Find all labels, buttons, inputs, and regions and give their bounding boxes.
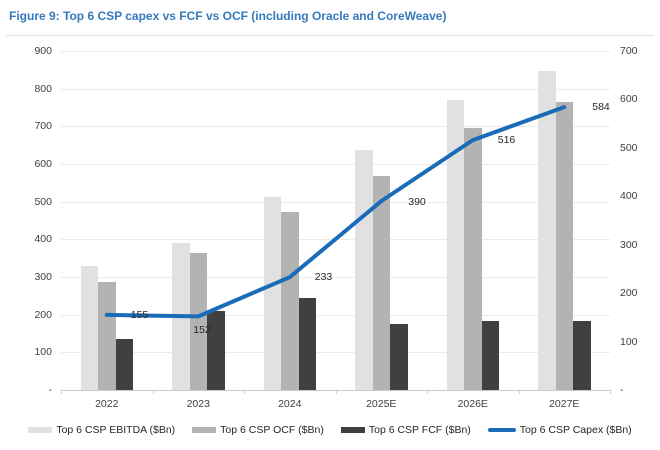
figure-title: Figure 9: Top 6 CSP capex vs FCF vs OCF …: [9, 9, 447, 23]
gridline: [61, 352, 610, 354]
gridline: [61, 201, 610, 203]
capex-data-label: 584: [592, 101, 610, 114]
left-axis-tick-label: -: [48, 384, 53, 396]
bar-fcf: [115, 339, 133, 390]
legend-label: Top 6 CSP OCF ($Bn): [220, 423, 324, 436]
right-axis-tick-label: 400: [620, 190, 638, 203]
bar-ebitda: [172, 243, 190, 390]
capex-data-label: 233: [314, 271, 333, 284]
capex-data-label: 390: [408, 196, 426, 209]
left-axis-tick-label: 500: [34, 195, 52, 208]
bar-fcf: [298, 298, 316, 390]
x-axis-category-label: 2023: [186, 398, 210, 410]
legend-item-ebitda: Top 6 CSP EBITDA ($Bn): [28, 424, 175, 437]
right-axis-tick-label: 200: [620, 287, 638, 300]
gridline: [61, 126, 610, 128]
legend-item-ocf: Top 6 CSP OCF ($Bn): [192, 424, 324, 437]
chart-area: 900 800 700 600 500 400 300 200 100 - 700 600 500 400…: [0, 35, 660, 450]
legend-bar-swatch: [192, 427, 217, 433]
bar-ocf: [189, 252, 207, 390]
right-axis-tick-label: 300: [620, 238, 638, 251]
bar-ocf: [372, 176, 390, 390]
bar-fcf: [481, 320, 499, 390]
figure-top-border: [6, 35, 654, 36]
x-axis-tick: [152, 390, 154, 394]
right-axis-tick-label: 500: [620, 141, 638, 154]
x-axis-tick: [244, 390, 245, 394]
bar-fcf: [573, 320, 591, 390]
x-axis-category-label: 2024: [278, 398, 302, 410]
legend-label: Top 6 CSP FCF ($Bn): [368, 423, 471, 436]
x-axis-category-label: 2022: [95, 398, 119, 410]
legend-bar-swatch: [340, 427, 365, 433]
capex-data-label: 516: [497, 134, 516, 147]
left-axis-tick-label: 900: [34, 45, 52, 57]
left-axis-tick-label: 700: [34, 120, 52, 133]
bar-ocf: [281, 211, 299, 390]
right-axis-tick-label: 600: [620, 93, 638, 106]
x-axis-tick: [335, 390, 337, 394]
x-axis-category-label: 2025E: [366, 398, 397, 410]
left-axis-tick-label: 300: [34, 271, 52, 283]
gridline: [61, 277, 610, 278]
bar-ebitda: [538, 70, 556, 390]
bar-ocf: [98, 281, 116, 390]
bar-ocf: [464, 127, 482, 390]
legend-item-fcf: Top 6 CSP FCF ($Bn): [340, 423, 471, 437]
bar-ebitda: [446, 99, 464, 390]
gridline: [61, 88, 610, 90]
right-axis-tick-label: 700: [620, 45, 638, 57]
x-axis-category-label: 2027E: [549, 398, 580, 410]
legend-label: Top 6 CSP EBITDA ($Bn): [56, 423, 176, 436]
legend-line-swatch: [487, 428, 516, 432]
bar-ebitda: [263, 196, 281, 390]
left-axis-tick-label: 400: [34, 233, 52, 246]
bar-fcf: [207, 310, 225, 390]
capex-data-label: 152: [193, 324, 211, 337]
legend-label: Top 6 CSP Capex ($Bn): [519, 423, 632, 436]
left-axis-tick-label: 100: [34, 346, 52, 359]
bar-fcf: [390, 324, 408, 390]
x-axis-tick: [61, 390, 62, 394]
legend-bar-swatch: [28, 427, 53, 433]
gridline: [61, 51, 610, 52]
legend: Top 6 CSP EBITDA ($Bn) Top 6 CSP OCF ($Bn…: [0, 422, 660, 438]
bar-ebitda: [355, 150, 373, 390]
left-axis-tick-label: 200: [34, 308, 52, 321]
right-axis-tick-label: 100: [620, 335, 638, 348]
x-axis-category-label: 2026E: [457, 398, 488, 410]
capex-data-label: 155: [130, 308, 149, 321]
bar-ebitda: [80, 265, 98, 390]
bar-ocf: [555, 101, 573, 390]
gridline: [61, 164, 610, 165]
left-axis-tick-label: 800: [34, 82, 52, 95]
x-axis-tick: [518, 390, 520, 394]
right-axis-tick-label: -: [620, 384, 624, 396]
legend-item-capex: Top 6 CSP Capex ($Bn): [487, 423, 632, 437]
gridline: [61, 239, 610, 241]
left-axis-tick-label: 600: [34, 158, 52, 170]
x-axis-tick: [610, 390, 611, 394]
x-axis-tick: [427, 390, 428, 394]
